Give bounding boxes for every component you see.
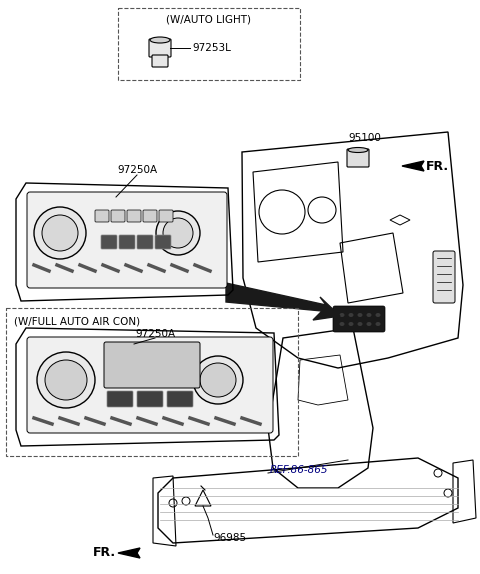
Text: FR.: FR. bbox=[426, 160, 449, 173]
Polygon shape bbox=[118, 548, 140, 558]
Polygon shape bbox=[402, 161, 424, 171]
Ellipse shape bbox=[34, 207, 86, 259]
FancyBboxPatch shape bbox=[107, 391, 133, 407]
Ellipse shape bbox=[37, 352, 95, 408]
FancyBboxPatch shape bbox=[119, 235, 135, 249]
FancyBboxPatch shape bbox=[111, 210, 125, 222]
FancyBboxPatch shape bbox=[333, 306, 385, 332]
Text: (W/AUTO LIGHT): (W/AUTO LIGHT) bbox=[167, 14, 252, 24]
Ellipse shape bbox=[358, 313, 362, 317]
Text: REF.86-865: REF.86-865 bbox=[270, 465, 328, 475]
Text: 97250A: 97250A bbox=[117, 165, 157, 175]
Ellipse shape bbox=[45, 360, 87, 400]
FancyBboxPatch shape bbox=[152, 55, 168, 67]
Ellipse shape bbox=[434, 469, 442, 477]
Ellipse shape bbox=[150, 37, 170, 43]
Text: (W/FULL AUTO AIR CON): (W/FULL AUTO AIR CON) bbox=[14, 316, 140, 326]
Ellipse shape bbox=[375, 313, 381, 317]
Ellipse shape bbox=[156, 211, 200, 255]
FancyBboxPatch shape bbox=[433, 251, 455, 303]
Ellipse shape bbox=[339, 322, 345, 326]
Text: 95100: 95100 bbox=[348, 133, 381, 143]
Text: 97250A: 97250A bbox=[135, 329, 175, 339]
Ellipse shape bbox=[182, 497, 190, 505]
Ellipse shape bbox=[348, 148, 368, 153]
FancyBboxPatch shape bbox=[27, 337, 273, 433]
Text: 96985: 96985 bbox=[213, 533, 246, 543]
FancyBboxPatch shape bbox=[143, 210, 157, 222]
FancyBboxPatch shape bbox=[95, 210, 109, 222]
FancyBboxPatch shape bbox=[159, 210, 173, 222]
FancyBboxPatch shape bbox=[149, 39, 171, 57]
Ellipse shape bbox=[169, 499, 177, 507]
Text: 97253L: 97253L bbox=[192, 43, 231, 53]
Ellipse shape bbox=[163, 218, 193, 248]
FancyBboxPatch shape bbox=[101, 235, 117, 249]
FancyBboxPatch shape bbox=[127, 210, 141, 222]
FancyBboxPatch shape bbox=[104, 342, 200, 388]
Bar bbox=[6, 308, 298, 456]
Ellipse shape bbox=[367, 322, 372, 326]
FancyBboxPatch shape bbox=[137, 235, 153, 249]
Ellipse shape bbox=[444, 489, 452, 497]
Ellipse shape bbox=[348, 313, 353, 317]
Ellipse shape bbox=[200, 363, 236, 397]
Ellipse shape bbox=[358, 322, 362, 326]
FancyBboxPatch shape bbox=[347, 149, 369, 167]
FancyBboxPatch shape bbox=[155, 235, 171, 249]
Ellipse shape bbox=[375, 322, 381, 326]
Text: FR.: FR. bbox=[93, 546, 116, 560]
Ellipse shape bbox=[367, 313, 372, 317]
Ellipse shape bbox=[193, 356, 243, 404]
FancyBboxPatch shape bbox=[137, 391, 163, 407]
Bar bbox=[118, 8, 300, 80]
Ellipse shape bbox=[348, 322, 353, 326]
FancyBboxPatch shape bbox=[167, 391, 193, 407]
Ellipse shape bbox=[339, 313, 345, 317]
Ellipse shape bbox=[42, 215, 78, 251]
FancyBboxPatch shape bbox=[27, 192, 227, 288]
Polygon shape bbox=[226, 283, 340, 320]
